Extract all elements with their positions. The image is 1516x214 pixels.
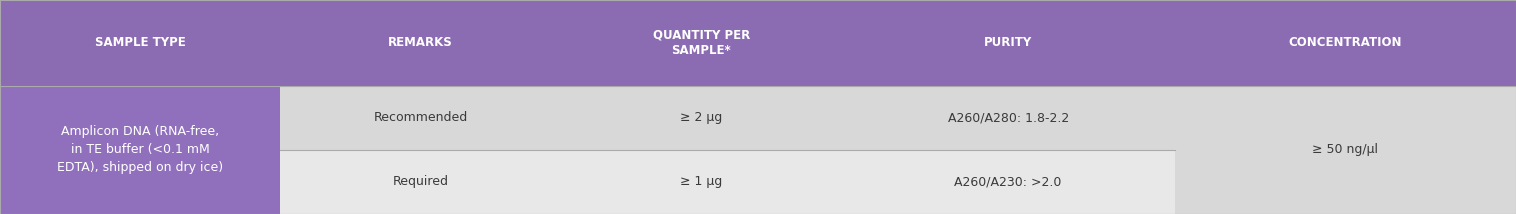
Bar: [0, 0, 1516, 86]
Text: ≥ 50 ng/μl: ≥ 50 ng/μl: [1313, 143, 1378, 156]
Text: ≥ 1 μg: ≥ 1 μg: [681, 175, 722, 188]
Text: REMARKS: REMARKS: [388, 36, 453, 49]
Text: ≥ 2 μg: ≥ 2 μg: [681, 111, 722, 124]
Text: CONCENTRATION: CONCENTRATION: [1289, 36, 1402, 49]
Text: A260/A280: 1.8-2.2: A260/A280: 1.8-2.2: [948, 111, 1069, 124]
Text: A260/A230: >2.0: A260/A230: >2.0: [955, 175, 1061, 188]
Text: Recommended: Recommended: [373, 111, 468, 124]
Text: Required: Required: [393, 175, 449, 188]
Bar: [280, 86, 1516, 150]
Text: Amplicon DNA (RNA-free,
in TE buffer (<0.1 mM
EDTA), shipped on dry ice): Amplicon DNA (RNA-free, in TE buffer (<0…: [58, 125, 223, 174]
Text: SAMPLE TYPE: SAMPLE TYPE: [96, 36, 185, 49]
Bar: [1175, 150, 1516, 214]
Bar: [280, 150, 1175, 214]
Text: PURITY: PURITY: [984, 36, 1032, 49]
Text: QUANTITY PER
SAMPLE*: QUANTITY PER SAMPLE*: [652, 29, 750, 57]
Bar: [0, 86, 280, 214]
